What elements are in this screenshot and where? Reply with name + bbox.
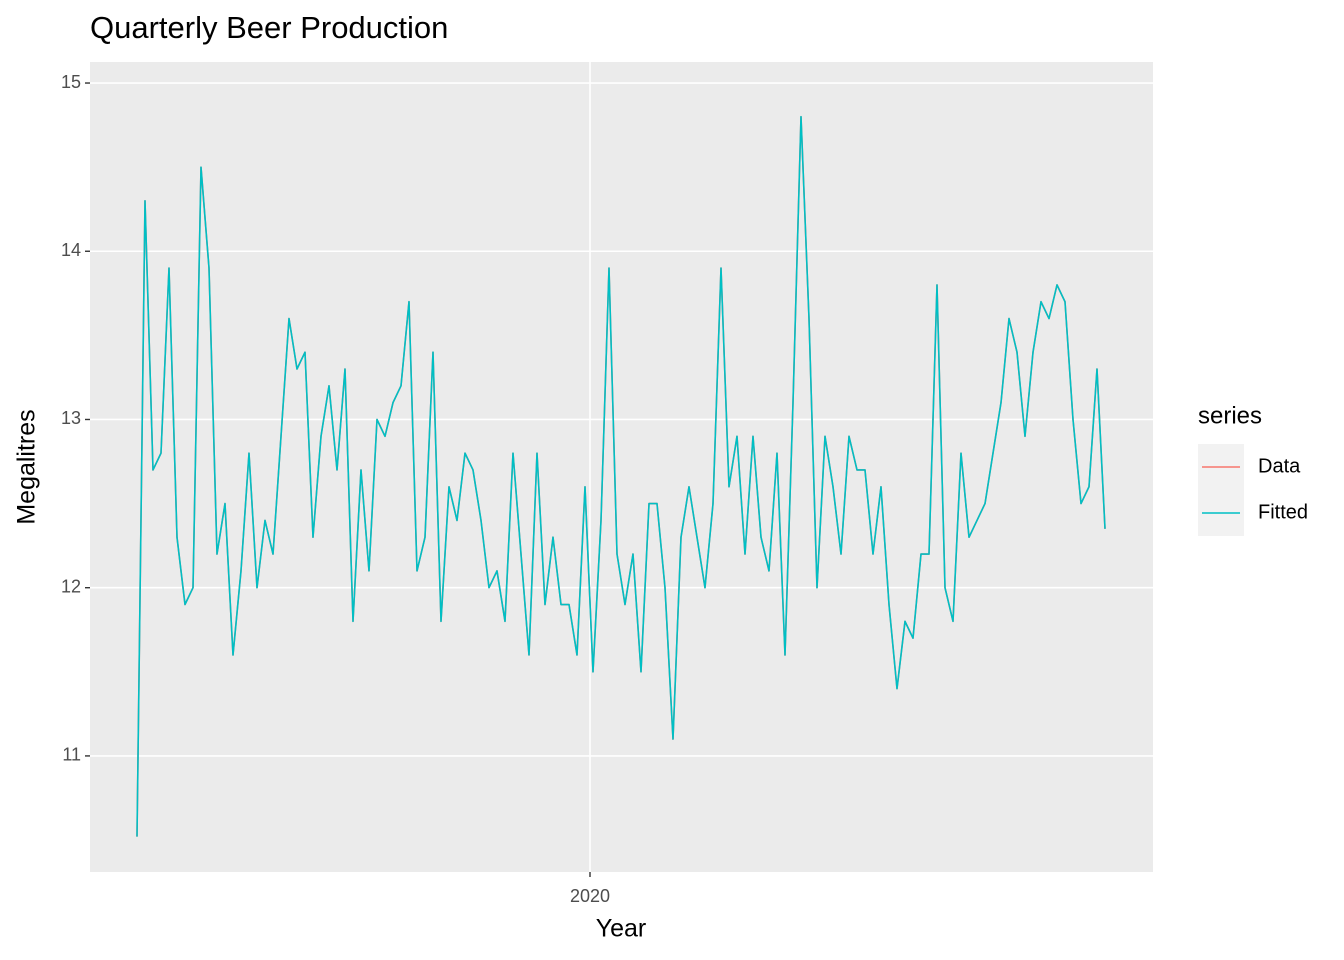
legend-label: Fitted xyxy=(1258,501,1308,523)
y-tick-label: 12 xyxy=(61,576,81,596)
y-axis-title: Megalitres xyxy=(13,409,41,524)
plot-panel xyxy=(90,62,1153,872)
series-line xyxy=(136,115,1106,837)
chart-title: Quarterly Beer Production xyxy=(90,10,448,45)
y-tick-label: 14 xyxy=(61,240,81,260)
y-tick-label: 11 xyxy=(62,745,81,765)
x-tick-label: 2020 xyxy=(570,886,610,906)
y-tick-label: 15 xyxy=(61,72,81,92)
x-axis-title: Year xyxy=(596,915,647,943)
y-tick-label: 13 xyxy=(61,408,81,428)
legend-label: Data xyxy=(1258,455,1301,477)
legend-title: series xyxy=(1198,402,1262,429)
